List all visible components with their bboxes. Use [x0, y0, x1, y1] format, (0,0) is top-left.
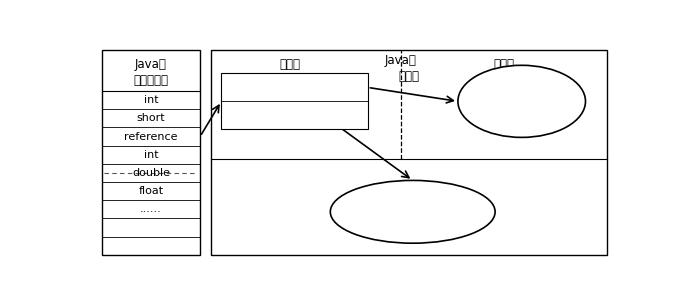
Text: 实例池: 实例池	[493, 58, 514, 71]
Text: 到对象类型数据的指针: 到对象类型数据的指针	[263, 110, 326, 120]
Text: 方法区: 方法区	[399, 70, 419, 83]
Text: 对象实例数据: 对象实例数据	[501, 95, 543, 108]
Text: 句柄池: 句柄池	[279, 58, 300, 71]
Text: reference: reference	[124, 132, 178, 142]
Text: Java堆: Java堆	[385, 54, 416, 67]
Text: short: short	[137, 114, 165, 124]
Ellipse shape	[458, 65, 585, 137]
Text: int: int	[143, 150, 158, 160]
Bar	[102, 50, 200, 255]
Text: float: float	[139, 186, 163, 196]
Text: 对象类型数据: 对象类型数据	[392, 205, 434, 218]
Text: 到对象实例数据的指针: 到对象实例数据的指针	[263, 82, 326, 92]
Text: int: int	[143, 95, 158, 105]
Bar	[211, 50, 607, 255]
Text: double: double	[132, 168, 170, 178]
Ellipse shape	[330, 180, 495, 243]
Bar	[222, 73, 368, 129]
Text: 本地变量表: 本地变量表	[133, 74, 168, 87]
Text: ......: ......	[140, 204, 162, 214]
Text: Java栈: Java栈	[135, 58, 167, 71]
